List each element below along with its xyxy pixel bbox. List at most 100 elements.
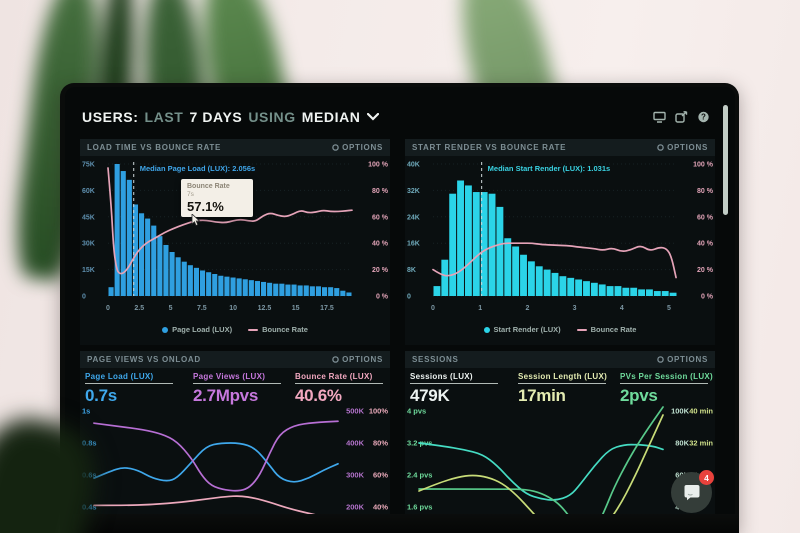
svg-text:0 %: 0 % <box>701 294 714 301</box>
svg-text:0: 0 <box>407 294 411 301</box>
svg-text:2.4 pvs: 2.4 pvs <box>407 471 432 480</box>
svg-text:Median Page Load (LUX): 2.056s: Median Page Load (LUX): 2.056s <box>140 164 255 173</box>
chat-button[interactable]: 4 <box>671 470 714 513</box>
chevron-down-icon[interactable] <box>366 113 379 121</box>
legend-line <box>248 328 259 331</box>
start-render-chart: 40K 100 % 32K 80 % 24K 60 % 16K 40 % 8K 20 % 0 0 % M… <box>405 156 715 331</box>
svg-text:20 %: 20 % <box>697 267 714 274</box>
gear-icon <box>657 144 664 151</box>
chat-bubble-icon <box>684 485 699 501</box>
svg-text:4: 4 <box>620 305 624 312</box>
svg-text:75K: 75K <box>82 162 95 169</box>
gear-icon <box>332 144 339 151</box>
svg-text:100 %: 100 % <box>693 162 714 169</box>
mouse-cursor-icon <box>191 214 201 226</box>
title-7days: 7 DAYS <box>189 109 243 125</box>
svg-text:24K: 24K <box>407 214 420 221</box>
svg-text:60K: 60K <box>82 188 95 195</box>
svg-text:40 %: 40 % <box>372 241 389 248</box>
svg-text:100K: 100K <box>671 407 690 416</box>
svg-text:80 %: 80 % <box>697 188 714 195</box>
svg-text:Median Start Render (LUX): 1.0: Median Start Render (LUX): 1.031s <box>488 164 611 173</box>
svg-text:300K: 300K <box>346 471 365 480</box>
options-button[interactable]: OPTIONS <box>657 143 708 152</box>
svg-text:40 %: 40 % <box>697 241 714 248</box>
metric-row: Page Load (LUX) 0.7s Page Views (LUX) 2.… <box>80 368 390 405</box>
svg-text:3: 3 <box>573 305 577 312</box>
svg-text:40%: 40% <box>373 503 388 512</box>
svg-text:15K: 15K <box>82 267 95 274</box>
svg-text:0: 0 <box>431 305 435 312</box>
bounce-rate-tooltip: Bounce Rate 7s 57.1% <box>181 179 253 226</box>
svg-text:5: 5 <box>169 305 173 312</box>
svg-text:500K: 500K <box>346 407 365 416</box>
svg-text:1: 1 <box>478 305 482 312</box>
svg-text:7.5: 7.5 <box>197 305 207 312</box>
svg-text:5: 5 <box>667 305 671 312</box>
help-icon[interactable]: ? <box>697 111 710 123</box>
svg-text:4 pvs: 4 pvs <box>407 407 426 416</box>
panel-load-time-vs-bounce-rate: LOAD TIME VS BOUNCE RATE OPTIONS 75K 100 … <box>80 139 390 345</box>
panel-page-views-vs-onload: PAGE VIEWS VS ONLOAD OPTIONS Page Load (… <box>80 351 390 514</box>
svg-text:100%: 100% <box>369 407 389 416</box>
svg-text:0 %: 0 % <box>376 294 389 301</box>
metric-page-load: Page Load (LUX) 0.7s <box>85 372 180 406</box>
svg-text:32K: 32K <box>407 188 420 195</box>
svg-text:15: 15 <box>292 305 300 312</box>
svg-text:30K: 30K <box>82 241 95 248</box>
panel-title: LOAD TIME VS BOUNCE RATE <box>87 143 221 152</box>
display-icon[interactable] <box>653 111 666 123</box>
load-time-chart: 75K 100 % 60K 80 % 45K 60 % 30K 40 % 15K 20 % 0 0 %… <box>80 156 390 331</box>
svg-text:20 %: 20 % <box>372 267 389 274</box>
metric-row: Sessions (LUX) 479K Session Length (LUX)… <box>405 368 715 405</box>
legend-line <box>576 328 587 331</box>
panel-sessions: SESSIONS OPTIONS Sessions (LUX) 479K <box>405 351 715 514</box>
chart-legend: Start Render (LUX) Bounce Rate <box>405 325 715 334</box>
metric-session-length: Session Length (LUX) 17min <box>518 372 608 405</box>
svg-text:?: ? <box>701 113 706 122</box>
legend-dot <box>162 326 169 333</box>
svg-text:40K: 40K <box>407 162 420 169</box>
legend-dot <box>483 326 490 333</box>
svg-text:0.8s: 0.8s <box>82 439 97 448</box>
title-median: MEDIAN <box>301 109 361 125</box>
panel-title: START RENDER VS BOUNCE RATE <box>412 143 567 152</box>
title-users: USERS: <box>82 109 139 125</box>
dashboard-screen: USERS: LAST 7 DAYS USING MEDIAN <box>65 87 735 514</box>
gear-icon <box>657 356 664 363</box>
svg-text:60 %: 60 % <box>697 214 714 221</box>
panel-title: PAGE VIEWS VS ONLOAD <box>87 355 201 364</box>
title-using: USING <box>248 109 296 125</box>
scrollbar[interactable] <box>723 105 728 215</box>
svg-text:60%: 60% <box>373 471 388 480</box>
page-title: USERS: LAST 7 DAYS USING MEDIAN <box>82 109 379 125</box>
svg-text:17.5: 17.5 <box>320 305 334 312</box>
svg-text:16K: 16K <box>407 241 420 248</box>
laptop: USERS: LAST 7 DAYS USING MEDIAN <box>60 83 739 533</box>
svg-text:80K: 80K <box>675 439 689 448</box>
panel-title: SESSIONS <box>412 355 459 364</box>
svg-text:200K: 200K <box>346 503 365 512</box>
svg-text:0: 0 <box>82 294 86 301</box>
svg-text:1s: 1s <box>82 407 90 416</box>
svg-text:1.6 pvs: 1.6 pvs <box>407 503 432 512</box>
svg-text:32 min: 32 min <box>689 439 713 448</box>
laptop-body <box>60 514 739 533</box>
svg-text:12.5: 12.5 <box>258 305 272 312</box>
share-icon[interactable] <box>675 111 688 123</box>
svg-text:8K: 8K <box>407 267 416 274</box>
svg-text:2: 2 <box>525 305 529 312</box>
title-last: LAST <box>144 109 184 125</box>
panel-start-render-vs-bounce-rate: START RENDER VS BOUNCE RATE OPTIONS 40K 1… <box>405 139 715 345</box>
metric-pvs-per-session: PVs Per Session (LUX) 2pvs <box>620 372 713 405</box>
svg-text:80 %: 80 % <box>372 188 389 195</box>
svg-text:40 min: 40 min <box>689 407 713 416</box>
svg-text:100 %: 100 % <box>368 162 389 169</box>
svg-text:45K: 45K <box>82 214 95 221</box>
options-button[interactable]: OPTIONS <box>332 355 383 364</box>
options-button[interactable]: OPTIONS <box>657 355 708 364</box>
metric-sessions: Sessions (LUX) 479K <box>410 372 505 406</box>
options-button[interactable]: OPTIONS <box>332 143 383 152</box>
svg-text:2.5: 2.5 <box>134 305 144 312</box>
